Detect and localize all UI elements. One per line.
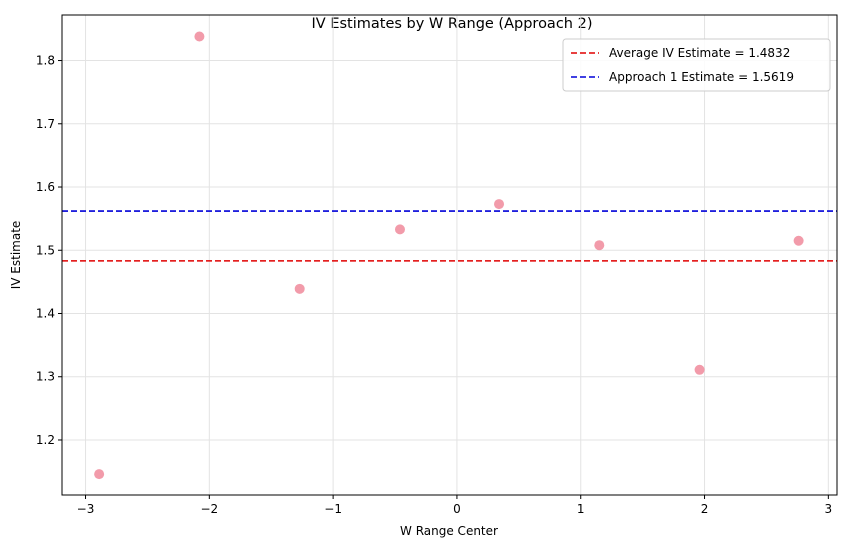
- data-point: [94, 469, 105, 480]
- data-point: [394, 224, 405, 235]
- x-axis-label: W Range Center: [400, 524, 498, 538]
- y-tick-label: 1.4: [36, 306, 55, 320]
- data-point: [793, 235, 804, 246]
- legend: Average IV Estimate = 1.4832 Approach 1 E…: [562, 38, 831, 92]
- x-tick-label: 0: [453, 502, 461, 516]
- y-tick-label: 1.2: [36, 433, 55, 447]
- x-tick-label: −2: [200, 502, 218, 516]
- x-axis-ticks: −3 −2 −1 0 1 2 3: [77, 495, 832, 516]
- reference-lines: [62, 210, 837, 262]
- x-tick-label: 2: [701, 502, 709, 516]
- data-point: [294, 283, 305, 294]
- y-axis-ticks: 1.2 1.3 1.4 1.5 1.6 1.7 1.8: [36, 54, 62, 447]
- data-points: [94, 31, 804, 480]
- x-tick-label: −3: [77, 502, 95, 516]
- y-axis-label: IV Estimate: [9, 221, 23, 290]
- x-tick-label: −1: [324, 502, 342, 516]
- data-point: [194, 31, 205, 42]
- data-point: [494, 199, 505, 210]
- y-tick-label: 1.5: [36, 243, 55, 257]
- y-tick-label: 1.7: [36, 117, 55, 131]
- legend-box: [562, 38, 831, 92]
- data-point: [594, 240, 605, 251]
- y-tick-label: 1.8: [36, 54, 55, 68]
- x-tick-label: 1: [577, 502, 585, 516]
- legend-label: Average IV Estimate = 1.4832: [609, 46, 790, 60]
- legend-label: Approach 1 Estimate = 1.5619: [609, 70, 794, 84]
- x-tick-label: 3: [825, 502, 833, 516]
- plot-frame: [61, 14, 838, 496]
- data-point: [694, 364, 705, 375]
- chart-title: IV Estimates by W Range (Approach 2): [312, 16, 593, 32]
- y-tick-label: 1.6: [36, 180, 55, 194]
- y-tick-label: 1.3: [36, 370, 55, 384]
